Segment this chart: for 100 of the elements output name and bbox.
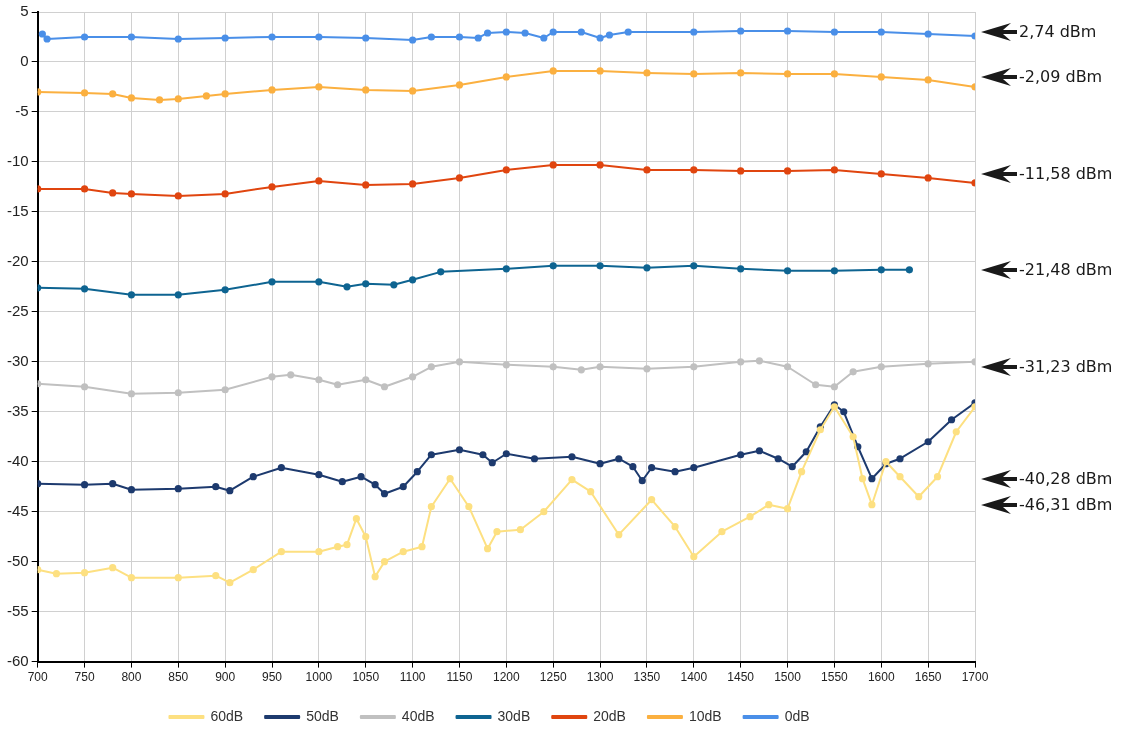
point (737, 167, 745, 175)
text: -31,23 dBm (1019, 356, 1113, 377)
point (502, 73, 510, 81)
point (671, 523, 679, 531)
x-tick-label: 1500 (774, 670, 802, 685)
point (737, 69, 745, 77)
point (896, 473, 904, 481)
point (446, 475, 454, 483)
point (868, 501, 876, 509)
point (587, 488, 595, 496)
point (427, 33, 435, 41)
point (765, 501, 773, 509)
point (221, 34, 229, 42)
point (315, 376, 323, 384)
point (915, 493, 923, 501)
point (226, 487, 234, 495)
text: -40,28 dBm (1019, 468, 1113, 489)
point (802, 448, 810, 456)
x-tick-label: 1600 (867, 670, 895, 685)
text: -21,48 dBm (1019, 259, 1113, 280)
point (127, 291, 136, 299)
y-tick-label: -60 (6, 651, 29, 669)
point (877, 28, 885, 36)
x-tick-label: 800 (121, 670, 142, 685)
point (174, 192, 182, 200)
point (399, 548, 407, 556)
point (427, 451, 435, 459)
point (568, 453, 576, 461)
point (315, 177, 323, 185)
point (371, 573, 379, 581)
text: -46,31 dBm (1019, 494, 1113, 515)
point (690, 166, 698, 174)
point (615, 531, 623, 539)
point (521, 29, 529, 37)
x-tick-label: 1650 (914, 670, 942, 685)
point (840, 408, 848, 416)
y-tick-label: -15 (6, 202, 29, 220)
point (737, 451, 745, 459)
point (502, 265, 510, 273)
point (530, 455, 539, 463)
point (624, 28, 632, 36)
point (315, 548, 323, 556)
point (788, 463, 796, 471)
point (80, 285, 89, 293)
point (315, 33, 323, 41)
x-tick-label: 950 (261, 670, 283, 685)
point (221, 286, 229, 294)
point (755, 357, 764, 365)
x-tick-label: 900 (215, 670, 236, 685)
y-tick-label: -45 (6, 501, 29, 519)
point (737, 358, 745, 366)
point (690, 553, 698, 561)
point (849, 368, 857, 376)
point (952, 428, 960, 436)
point (783, 70, 792, 78)
point (80, 33, 89, 41)
point (746, 513, 754, 521)
point (690, 363, 698, 371)
point (437, 268, 445, 276)
legend-label: 40dB (401, 707, 435, 724)
point (877, 363, 885, 371)
point (830, 166, 838, 174)
x-tick-label: 1050 (352, 670, 380, 685)
x-tick-label: 750 (74, 670, 95, 685)
point (80, 569, 89, 577)
point (933, 473, 942, 481)
point (212, 483, 220, 491)
point (127, 94, 136, 102)
point (577, 366, 585, 374)
point (174, 574, 182, 582)
point (362, 34, 370, 42)
point (638, 477, 646, 485)
point (924, 174, 932, 182)
point (596, 262, 604, 270)
x-tick-label: 1400 (680, 670, 708, 685)
point (221, 386, 229, 394)
point (343, 283, 351, 291)
point (737, 27, 745, 35)
point (615, 455, 623, 463)
point (127, 190, 136, 198)
point (268, 373, 276, 381)
x-tick-label: 850 (168, 670, 189, 685)
point (605, 31, 614, 39)
x-tick-label: 1200 (492, 670, 521, 685)
point (38, 30, 46, 38)
point (80, 89, 89, 97)
x-tick-label: 1250 (539, 670, 567, 685)
point (455, 81, 464, 89)
point (596, 161, 604, 169)
point (362, 533, 370, 541)
y-tick-label: -40 (6, 451, 29, 469)
point (830, 267, 838, 275)
point (905, 266, 913, 274)
point (357, 473, 365, 481)
legend-label: 20dB (593, 707, 626, 724)
text: -2,09 dBm (1019, 66, 1103, 87)
y-tick-label: -35 (6, 401, 29, 419)
point (352, 515, 360, 523)
point (455, 446, 464, 454)
point (493, 528, 501, 536)
